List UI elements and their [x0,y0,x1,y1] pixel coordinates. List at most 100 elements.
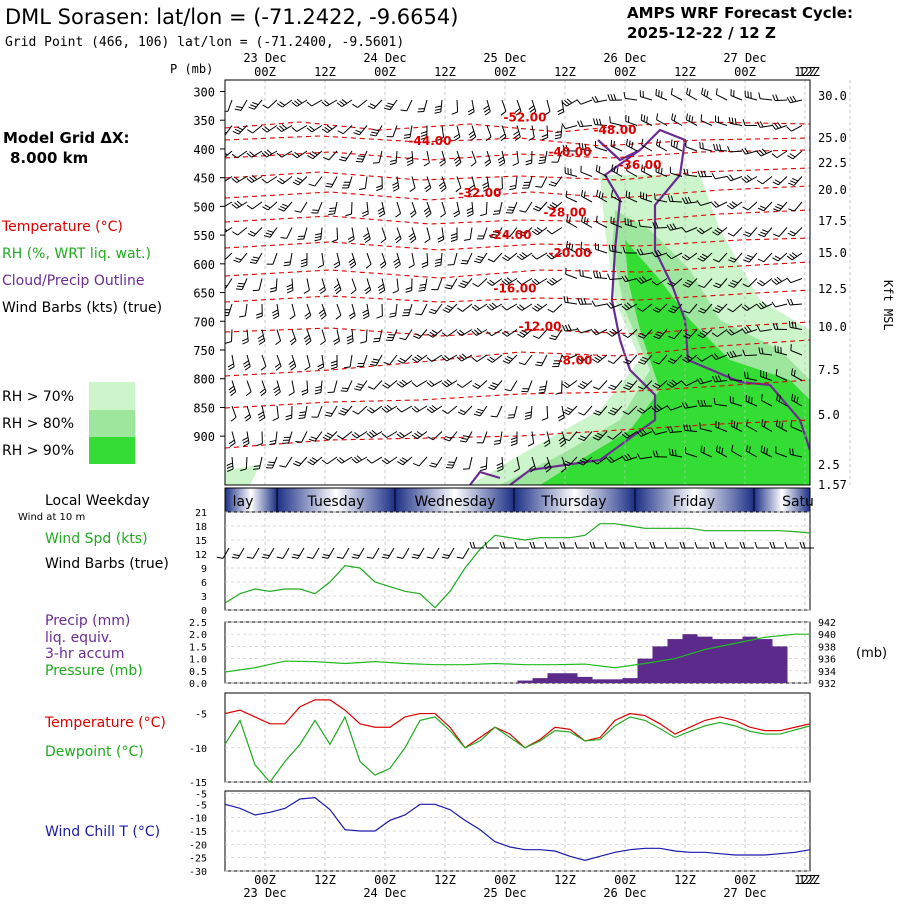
pressure-tick-label: 400 [193,143,215,157]
kft-tick-label: 17.5 [818,214,847,228]
wind-barb [366,330,367,342]
wind-chill-label: Wind Chill T (°C) [45,824,160,840]
wind-barb [730,380,742,381]
wind-barb-feather [356,161,362,162]
top-hour-label: 12Z [674,65,696,79]
wind-barb-feather [373,163,379,164]
model-grid-value: 8.000 km [10,149,88,167]
top-hour-label: 00Z [614,65,636,79]
wind-barb-feather [493,214,499,215]
pressure-tick-label: 750 [193,344,215,358]
pressure-tick-label: 500 [193,200,215,214]
precip-sub1-label: liq. equiv. [45,630,112,646]
wind-barb [745,355,757,356]
precip-bar [578,677,593,683]
precip-sub2-label: 3-hr accum [45,646,125,662]
y-tick-label-right: 942 [818,618,836,629]
legend-wind: Wind Barbs (kts) (true) [2,300,162,316]
wind-barb-feather [703,143,704,149]
isotherm-label: -32.00 [459,186,502,200]
bottom-date-label: 23 Dec [243,886,286,900]
top-hour-label: 12Z [434,65,456,79]
y-tick-label: 18 [195,522,207,533]
grid-point: Grid Point (466, 106) lat/lon = (-71.240… [5,35,404,50]
wind-barb-feather [749,396,750,402]
wind-barb-feather [254,466,260,467]
y-tick-label: -25 [189,854,207,865]
top-hour-label: 12Z [798,65,820,79]
local-weekday-label: Local Weekday [45,493,150,509]
y-tick-label: 3 [201,592,207,603]
forecast-cycle-label: AMPS WRF Forecast Cycle: [627,4,853,22]
y-tick-label: -15 [189,778,207,789]
wind-barb-feather [746,395,747,401]
precip-label: Precip (mm) [45,613,130,629]
pressure-tick-label: 850 [193,401,215,415]
y-tick-label-right: 932 [818,679,836,690]
precip-bar [548,673,563,683]
legend-temperature: Temperature (°C) [1,219,123,235]
kft-tick-label: 2.5 [818,458,840,472]
pressure-tick-label: 350 [193,114,215,128]
precip-bar [593,679,608,683]
precip-bar [743,637,758,683]
weekday-label: lay [233,494,254,510]
pressure-tick-label: 450 [193,172,215,186]
wind-barb-feather [236,289,242,290]
wind-barb-feather [661,168,662,174]
wind-barb-feather [701,114,702,120]
wind-barb-feather [448,462,454,463]
wind-barb-feather [462,260,468,261]
kft-tick-label: 1.57 [818,478,847,492]
y-tick-label-right: 938 [818,642,836,653]
pressure-tick-label: 300 [193,85,215,99]
kft-tick-label: 20.0 [818,183,847,197]
wind-barb-feather [237,286,243,287]
y-tick-label: 2.5 [189,618,207,629]
wind-barb-feather [701,446,702,452]
isotherm-label: -12.00 [519,319,562,333]
isotherm-label: -8.00 [558,353,593,367]
top-date-label: 25 Dec [483,51,526,65]
y-tick-label: 0.5 [189,667,207,678]
bottom-hour-label: 00Z [734,873,756,887]
legend-rh90: RH > 90% [2,443,74,459]
y-tick-label: -5 [195,800,207,811]
kft-tick-label: 10.0 [818,320,847,334]
wind-barb-feather [374,338,380,339]
wind-barb [775,100,787,101]
isotherm-label: -24.00 [489,228,532,242]
precip-bar [698,637,713,683]
kft-axis-label: Kft MSL [881,280,895,331]
weekday-label: Thursday [540,494,606,510]
wind-speed-label: Wind Spd (kts) [45,531,148,547]
kft-tick-label: 5.0 [818,408,840,422]
forecast-cycle-value: 2025-12-22 / 12 Z [627,24,776,42]
wind-barb [246,457,247,469]
wind-barb [547,406,548,418]
wind-barb-feather [704,447,705,453]
pressure-tick-label: 650 [193,287,215,301]
legend-swatch-rh80 [89,410,135,437]
model-grid-label: Model Grid ΔX: [3,129,130,147]
precip-bar [623,678,638,683]
station-title: DML Sorasen: lat/lon = (-71.2422, -9.665… [5,5,458,29]
precip-bar [563,673,578,683]
legend-swatch-rh70 [89,382,135,410]
wind-barb-feather [700,422,701,428]
wind-barb [655,228,667,229]
y-tick-label: -10 [189,814,207,825]
isotherm-label: -40.00 [549,145,592,159]
wind-barb-feather [745,372,746,378]
pressure-tick-label: 600 [193,258,215,272]
kft-tick-label: 12.5 [818,282,847,296]
pressure-unit-label: (mb) [856,646,887,661]
kft-tick-label: 25.0 [818,131,847,145]
wind-barb-feather [747,372,748,378]
bottom-hour-label: 12Z [434,873,456,887]
bottom-date-label: 24 Dec [363,886,406,900]
precip-bar [773,646,788,683]
precip-bar [758,639,773,683]
wind-barb-feather [357,159,363,160]
